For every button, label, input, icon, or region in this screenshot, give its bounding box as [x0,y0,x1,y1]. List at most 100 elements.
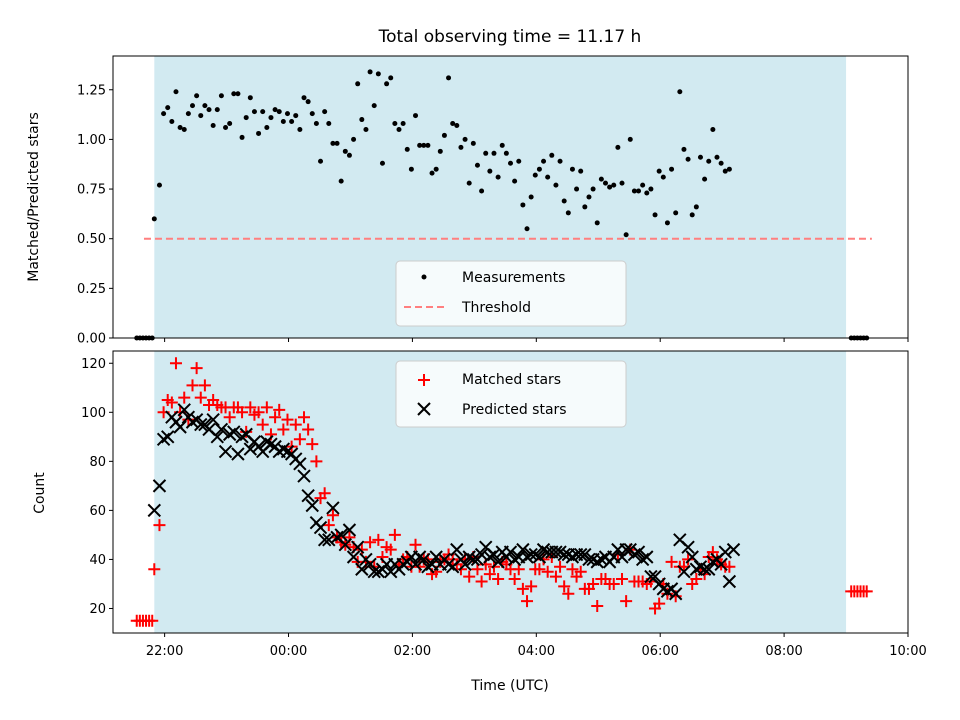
measurement-point [359,117,365,123]
matched-point [860,585,873,598]
predicted-point [227,425,241,439]
measurement-point [479,188,485,194]
matched-point [165,396,178,409]
measurement-point [487,168,493,174]
matched-point [409,538,422,551]
measurement-point [289,119,295,125]
predicted-point [681,540,695,554]
predicted-point [350,540,365,554]
measurement-point [355,81,361,87]
predicted-point [536,542,551,557]
predicted-point [412,550,427,564]
measurement-point [392,121,398,127]
measurement-point [260,109,266,115]
x-tick-label: 08:00 [765,644,802,659]
measurement-point [508,160,513,166]
matched-point [260,401,273,414]
measurement-point [549,152,555,158]
predicted-point [631,545,646,559]
measurement-point [677,89,683,95]
predicted-point [702,562,716,576]
predicted-point [334,528,348,542]
predicted-point [516,542,530,557]
measurement-point [532,172,538,178]
predicted-point [147,503,162,518]
predicted-point [421,560,435,574]
predicted-point [726,542,741,557]
predicted-point [693,560,708,574]
measurement-point [177,124,183,130]
measurement-point [660,174,666,180]
x-tick-label: 02:00 [394,644,431,659]
matched-point [566,563,579,576]
bottom-series-layer [130,357,873,627]
predicted-point [218,444,233,459]
measurement-point [305,99,311,105]
predicted-point [194,417,208,432]
measurement-point [297,126,303,132]
matched-point [318,487,331,500]
bottom-y-axis: 20 40 60 80 100 120 [81,357,113,617]
predicted-point [458,557,472,572]
predicted-point [322,533,336,547]
measurement-point [276,109,282,115]
measurement-point [499,142,505,148]
measurement-point [330,140,336,146]
x-tick-label: 22:00 [146,644,183,659]
measurement-point [425,142,431,148]
predicted-point [619,542,633,557]
measurement-point [239,134,245,140]
measurement-point [272,107,278,113]
legend-threshold-label: Threshold [461,300,531,316]
predicted-point [260,435,274,449]
measurement-point [536,166,542,172]
matched-point [607,577,620,590]
predicted-point [594,552,609,567]
measurement-point [198,113,204,119]
predicted-point [177,403,191,417]
measurement-point [586,194,592,200]
measurement-point [268,115,274,121]
predicted-point [503,545,518,559]
predicted-point [235,430,249,444]
measurement-point [421,142,427,148]
measurement-point [202,103,208,109]
measurement-point [173,89,179,95]
top-y-axis: 0.00 0.25 0.50 0.75 1.00 1.25 [77,83,113,347]
measurement-point [561,198,567,204]
measurement-point [574,186,580,192]
measurement-point [151,216,157,222]
matched-point [723,560,736,573]
predicted-point [417,552,431,567]
predicted-point [346,550,361,564]
measurement-point [433,166,439,172]
x-tick-label: 00:00 [270,644,307,659]
measurement-point [598,176,604,182]
predicted-point [342,523,357,537]
measurement-point [656,168,662,174]
predicted-point [520,550,534,564]
predicted-point [305,498,319,513]
measurement-point [351,136,357,142]
measurement-point [400,121,406,127]
measurement-point [161,111,167,117]
measurement-point [450,121,456,127]
measurement-point [231,91,237,97]
matched-point [306,438,319,451]
matched-point [289,418,302,431]
measurement-point [578,168,584,174]
predicted-point [483,550,497,564]
measurement-point [685,156,691,162]
predicted-point [487,547,501,562]
measurement-point [322,109,328,115]
y-tick-label: 20 [89,602,106,617]
matched-point [549,570,562,583]
matched-point [293,433,306,446]
measurement-point [223,124,229,130]
predicted-point [718,545,732,559]
matched-point [236,406,249,419]
predicted-point [491,555,505,569]
predicted-point [338,538,353,552]
matched-point [182,413,195,426]
